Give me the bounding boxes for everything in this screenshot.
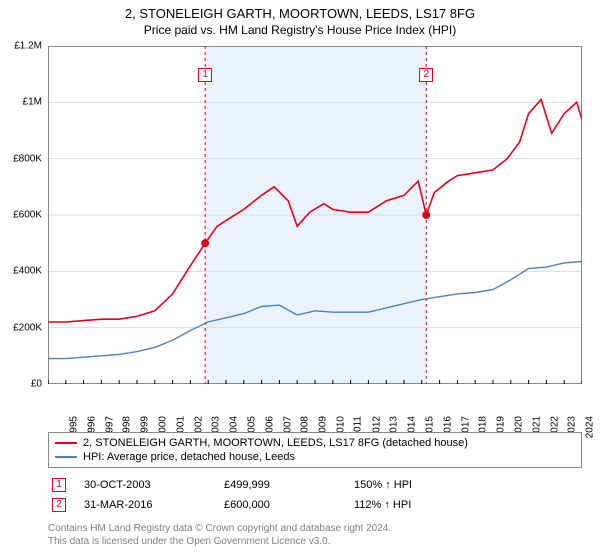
y-tick-label: £1M xyxy=(23,97,42,108)
footer-attribution: Contains HM Land Registry data © Crown c… xyxy=(48,522,391,548)
legend-swatch xyxy=(55,456,77,458)
y-tick-label: £1.2M xyxy=(14,41,42,52)
page-title: 2, STONELEIGH GARTH, MOORTOWN, LEEDS, LS… xyxy=(0,6,600,21)
legend-label: 2, STONELEIGH GARTH, MOORTOWN, LEEDS, LS… xyxy=(83,437,468,449)
legend-item: HPI: Average price, detached house, Leed… xyxy=(55,450,575,464)
sale-marker-box: 1 xyxy=(52,478,66,492)
legend-item: 2, STONELEIGH GARTH, MOORTOWN, LEEDS, LS… xyxy=(55,436,575,450)
x-tick-label: 2024 xyxy=(584,416,595,438)
title-block: 2, STONELEIGH GARTH, MOORTOWN, LEEDS, LS… xyxy=(0,0,600,37)
price-chart xyxy=(48,46,582,384)
legend-label: HPI: Average price, detached house, Leed… xyxy=(83,451,295,463)
sales-table: 1 30-OCT-2003£499,999150% ↑ HPI 2 31-MAR-20… xyxy=(48,475,582,515)
sale-marker-label: 1 xyxy=(198,68,212,82)
y-tick-label: £0 xyxy=(31,379,42,390)
sale-pct: 112% ↑ HPI xyxy=(354,499,464,511)
sale-price: £499,999 xyxy=(224,479,354,491)
sale-row: 2 31-MAR-2016£600,000112% ↑ HPI xyxy=(48,495,582,515)
sale-date: 30-OCT-2003 xyxy=(84,479,224,491)
sale-pct: 150% ↑ HPI xyxy=(354,479,464,491)
page-subtitle: Price paid vs. HM Land Registry's House … xyxy=(0,23,600,37)
sale-price: £600,000 xyxy=(224,499,354,511)
y-axis-ticks: £0£200K£400K£600K£800K£1M£1.2M xyxy=(0,46,46,384)
sale-marker-label: 2 xyxy=(419,68,433,82)
y-tick-label: £400K xyxy=(13,266,42,277)
y-tick-label: £600K xyxy=(13,210,42,221)
sale-row: 1 30-OCT-2003£499,999150% ↑ HPI xyxy=(48,475,582,495)
footer-line1: Contains HM Land Registry data © Crown c… xyxy=(48,522,391,535)
legend-swatch xyxy=(55,442,77,444)
sale-marker-box: 2 xyxy=(52,498,66,512)
y-tick-label: £200K xyxy=(13,322,42,333)
y-tick-label: £800K xyxy=(13,153,42,164)
sale-date: 31-MAR-2016 xyxy=(84,499,224,511)
footer-line2: This data is licensed under the Open Gov… xyxy=(48,535,391,548)
x-axis-ticks: 1995199619971998199920002001200220032004… xyxy=(48,386,582,426)
legend: 2, STONELEIGH GARTH, MOORTOWN, LEEDS, LS… xyxy=(48,432,582,468)
